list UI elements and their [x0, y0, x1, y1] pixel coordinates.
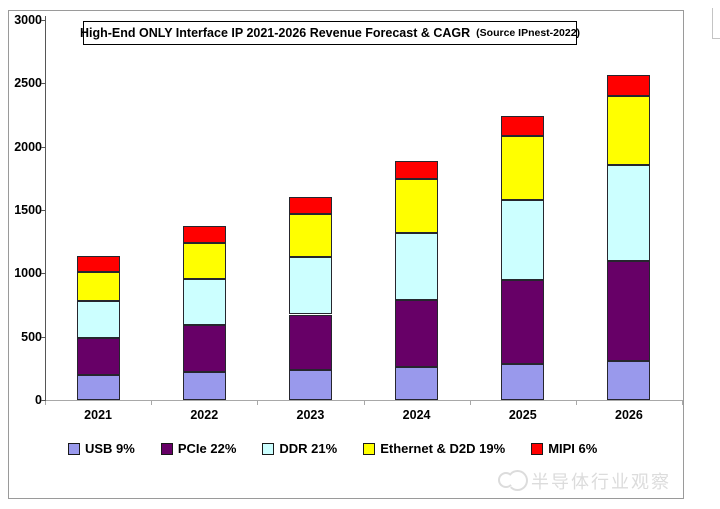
- legend-swatch-icon: [531, 442, 544, 455]
- y-axis-tick-label: 2500: [14, 76, 42, 91]
- x-axis-tick: [363, 401, 365, 405]
- chart-frame: [8, 10, 684, 499]
- y-axis-tick-label: 1000: [14, 266, 42, 281]
- x-axis-tick: [469, 401, 471, 405]
- y-axis-tick-label: 0: [35, 393, 42, 407]
- bar-segment-pcie-2025: [501, 280, 545, 364]
- bar-segment-mipi-2023: [288, 197, 332, 214]
- bar-segment-pcie-2021: [76, 337, 120, 375]
- x-axis-tick: [682, 401, 683, 405]
- bar-segment-ddr-2024: [395, 233, 439, 300]
- x-axis-tick: [575, 401, 577, 405]
- cropped-box-corner: [712, 8, 720, 39]
- bar-segment-ethernet-2023: [288, 213, 332, 257]
- legend-swatch-icon: [68, 442, 80, 455]
- bar-segment-ddr-2021: [76, 301, 120, 338]
- y-axis-tick: [41, 146, 46, 148]
- bar-segment-ddr-2026: [607, 165, 651, 261]
- x-axis-tick: [257, 401, 259, 405]
- x-axis-label: 2021: [84, 408, 112, 422]
- bar-segment-ddr-2022: [182, 279, 226, 325]
- bar-segment-mipi-2025: [501, 116, 545, 136]
- bar-segment-pcie-2022: [182, 324, 226, 373]
- y-axis-tick: [41, 273, 46, 275]
- y-axis-tick: [41, 210, 46, 211]
- bar-segment-usb-2025: [501, 363, 545, 400]
- bar-segment-ethernet-2022: [182, 242, 226, 280]
- bar-segment-usb-2026: [607, 360, 651, 400]
- legend-label: USB 9%: [85, 441, 135, 456]
- bar-segment-ethernet-2025: [501, 135, 545, 200]
- bar-segment-usb-2024: [395, 367, 439, 400]
- bar-segment-mipi-2022: [182, 226, 226, 243]
- legend-label: DDR 21%: [279, 441, 338, 456]
- watermark-logo-icon: [498, 470, 528, 492]
- bar-segment-mipi-2021: [76, 256, 120, 273]
- chart-title: High-End ONLY Interface IP 2021-2026 Rev…: [79, 26, 471, 40]
- bar-segment-usb-2021: [76, 374, 120, 400]
- bar-segment-ddr-2023: [288, 256, 332, 315]
- bar-segment-pcie-2026: [607, 260, 651, 361]
- bar-segment-pcie-2023: [288, 314, 332, 370]
- legend-label: Ethernet & D2D 19%: [380, 441, 506, 456]
- watermark: 半导体行业观察: [498, 468, 671, 494]
- legend-item: USB 9%: [68, 441, 135, 456]
- legend-swatch-icon: [363, 442, 376, 455]
- chart-title-box: High-End ONLY Interface IP 2021-2026 Rev…: [79, 21, 581, 45]
- bar-segment-mipi-2026: [607, 75, 651, 96]
- x-axis-label: 2026: [615, 408, 643, 422]
- legend-label: PCIe 22%: [177, 441, 237, 456]
- y-axis-tick: [41, 20, 46, 21]
- x-axis-label: 2023: [296, 408, 325, 422]
- y-axis-tick: [41, 83, 46, 85]
- legend-item: MIPI 6%: [531, 441, 597, 456]
- bar-segment-ethernet-2024: [395, 178, 439, 234]
- bar-segment-usb-2023: [288, 369, 332, 400]
- x-axis-label: 2024: [402, 408, 431, 422]
- bar-segment-usb-2022: [182, 372, 226, 400]
- y-axis-tick-label: 1500: [14, 203, 42, 217]
- chart-title-source: (Source IPnest-2022): [476, 27, 581, 39]
- y-axis-tick: [41, 400, 46, 401]
- x-axis-tick: [151, 401, 153, 405]
- y-axis-tick-label: 500: [21, 329, 42, 344]
- bar-segment-pcie-2024: [395, 299, 439, 368]
- x-axis-label: 2025: [508, 408, 537, 422]
- y-axis-tick: [41, 336, 46, 338]
- x-axis-tick: [45, 401, 46, 405]
- legend-item: PCIe 22%: [160, 441, 237, 456]
- bar-segment-mipi-2024: [395, 160, 439, 179]
- bar-segment-ethernet-2026: [607, 96, 651, 166]
- y-axis-tick-label: 3000: [14, 13, 42, 27]
- bar-segment-ddr-2025: [501, 199, 545, 281]
- bar-segment-ethernet-2021: [76, 272, 120, 302]
- y-axis-line: [45, 16, 46, 401]
- chart-legend: USB 9% PCIe 22% DDR 21% Ethernet & D2D 19% M…: [68, 441, 597, 456]
- x-axis-line: [45, 400, 683, 401]
- y-axis-tick-label: 2000: [14, 139, 42, 154]
- x-axis-label: 2022: [190, 408, 219, 422]
- legend-item: DDR 21%: [262, 441, 337, 456]
- legend-label: MIPI 6%: [548, 441, 598, 456]
- legend-swatch-icon: [160, 442, 173, 455]
- legend-item: Ethernet & D2D 19%: [363, 441, 505, 456]
- watermark-text: 半导体行业观察: [531, 472, 671, 492]
- legend-swatch-icon: [262, 442, 275, 455]
